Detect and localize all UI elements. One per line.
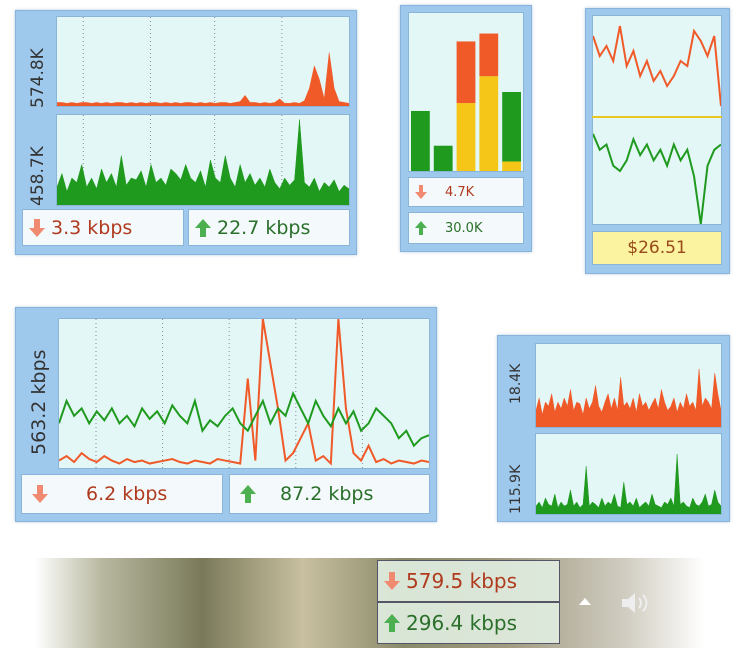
upload-readout: 87.2 kbps [229,474,430,514]
bar-graph [408,12,524,172]
down-arrow [415,185,427,199]
traffic-area [57,119,349,205]
graph-canvas [57,115,349,205]
readout-text: 22.7 kbps [217,216,311,239]
up-arrow [240,485,256,503]
download-readout[interactable]: 579.5 kbps [377,560,560,602]
bar-segment [479,76,499,171]
graph-canvas [536,368,721,427]
meter-widget: 574.8K 458.7K 3.3 kbps 22.7 kbps [15,10,357,255]
scale-label: 563.2 kbps [28,349,50,455]
bar-segment [502,161,521,171]
up-arrow [384,614,400,632]
traffic-area [57,52,349,106]
graph [535,433,722,515]
readout-text: $26.51 [627,238,687,258]
bar-segment [411,110,430,171]
readout-text: 3.3 kbps [51,216,133,239]
graph [56,16,350,107]
traffic-line [59,319,429,466]
graph-canvas [593,133,721,224]
graph [58,318,430,469]
readout-text: 296.4 kbps [406,611,518,635]
traffic-area [536,368,721,427]
graph-canvas [411,33,521,171]
divider-line [592,116,722,118]
graph-canvas [593,25,721,107]
graph [592,118,722,225]
upload-readout: 30.0K [408,212,524,244]
graph-canvas [536,453,721,514]
traffic-line [593,25,721,107]
bar-segment [456,103,476,171]
readout-text: 579.5 kbps [406,569,518,593]
graph-canvas [59,319,429,468]
readout-text: 4.7K [445,184,475,200]
volume-icon[interactable] [620,590,650,616]
scale-label: 18.4K [508,363,524,404]
scale-label: 574.8K [28,48,48,108]
readout-text: 30.0K [445,220,483,236]
bar-segment [502,92,521,162]
download-readout: 4.7K [408,177,524,207]
meter-widget: 18.4K 115.9K [497,335,730,522]
bar-segment [433,145,453,171]
meter-widget: $26.51 [585,8,730,274]
bar-segment [479,33,499,77]
graph [592,15,722,116]
scale-label: 115.9K [508,464,524,514]
readout-text: 87.2 kbps [280,483,374,505]
taskbar: 579.5 kbps 296.4 kbps [35,558,705,648]
upload-readout: 22.7 kbps [188,209,350,246]
graph-canvas [57,17,349,106]
meter-widget: 4.7K 30.0K [400,5,532,252]
graph [56,114,350,206]
traffic-area [536,453,721,514]
upload-readout[interactable]: 296.4 kbps [377,602,560,644]
download-readout: 6.2 kbps [21,474,223,514]
readout-text: 6.2 kbps [86,483,168,505]
down-arrow [29,218,45,237]
up-arrow [415,221,427,235]
price-readout: $26.51 [592,231,722,265]
graph [535,343,722,428]
download-readout: 3.3 kbps [22,209,184,246]
bar-segment [456,41,476,104]
traffic-line [59,390,429,448]
up-arrow [195,218,211,237]
down-arrow [384,572,400,590]
tray-expand-button[interactable] [578,596,592,606]
scale-label: 458.7K [28,146,48,206]
down-arrow [32,485,48,503]
traffic-line [593,133,721,224]
meter-widget: 563.2 kbps 6.2 kbps 87.2 kbps [15,307,437,522]
